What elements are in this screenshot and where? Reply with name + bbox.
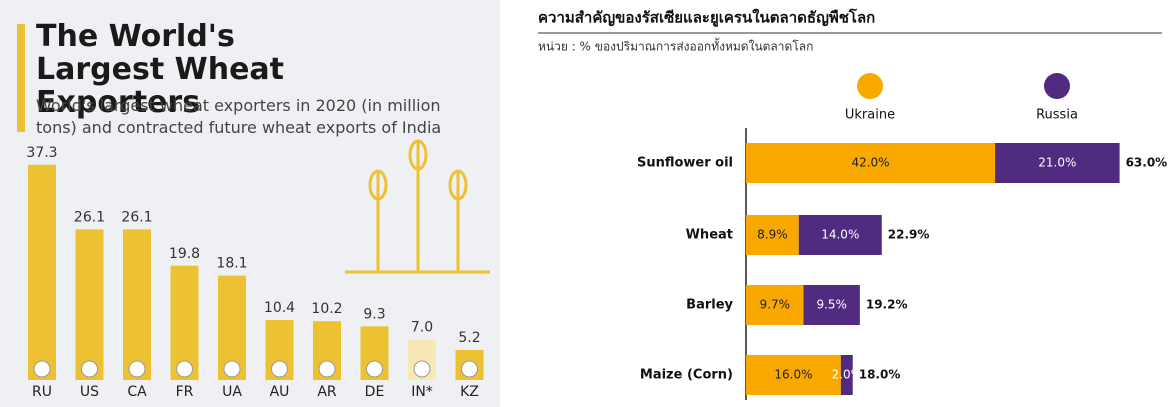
bar	[123, 229, 151, 380]
value-label: 26.1	[74, 209, 105, 225]
total-label: 19.2%	[866, 298, 908, 312]
segment-label: 9.7%	[760, 298, 791, 312]
value-label: 37.3	[26, 145, 57, 161]
segment-label: 21.0%	[1038, 156, 1076, 170]
value-label: 10.4	[264, 300, 295, 316]
segment-label: 2.0%	[832, 368, 863, 382]
value-label: 7.0	[411, 320, 433, 336]
y-tick-label: Wheat	[686, 228, 733, 243]
x-tick-label: US	[80, 384, 99, 400]
legend-label: Russia	[1036, 108, 1078, 123]
total-label: 18.0%	[859, 368, 901, 382]
legend-flag	[857, 73, 883, 99]
value-label: 18.1	[216, 256, 247, 272]
flag	[413, 360, 431, 378]
x-tick-label: UA	[222, 384, 242, 400]
total-label: 22.9%	[888, 228, 930, 242]
flag	[33, 360, 51, 378]
x-tick-label: AU	[270, 384, 290, 400]
value-label: 26.1	[121, 209, 152, 225]
value-label: 10.2	[311, 301, 342, 317]
bar-segment	[746, 215, 799, 255]
segment-label: 9.5%	[816, 298, 847, 312]
flag	[81, 360, 98, 378]
flag	[318, 360, 336, 378]
flag	[176, 360, 193, 378]
legend-flag	[1044, 73, 1070, 99]
flag	[461, 360, 478, 378]
x-tick-label: IN*	[411, 384, 433, 400]
title-accent	[17, 24, 25, 132]
segment-label: 16.0%	[774, 368, 812, 382]
total-label: 63.0%	[1126, 156, 1168, 170]
bar	[28, 164, 56, 380]
value-label: 5.2	[458, 330, 480, 346]
value-label: 19.8	[169, 246, 200, 262]
bar-segment	[840, 355, 853, 395]
segment-label: 8.9%	[757, 228, 788, 242]
left-subtitle: World's largest wheat exporters in 2020 …	[36, 96, 442, 137]
wheat-illustration	[345, 139, 490, 274]
bar-segment	[995, 143, 1120, 183]
right-title: ความสำคัญของรัสเซียและยูเครนในตลาดธัญพืช…	[538, 8, 875, 28]
x-tick-label: DE	[365, 384, 385, 400]
value-label: 9.3	[363, 306, 385, 322]
x-tick-label: AR	[317, 384, 337, 400]
bar-segment	[746, 355, 841, 395]
left-title: The World's Largest Wheat Exporters	[36, 19, 284, 120]
flag	[128, 360, 146, 378]
bar-segment	[798, 215, 882, 255]
segment-label: 14.0%	[821, 228, 859, 242]
bar	[75, 229, 104, 380]
y-tick-label: Maize (Corn)	[640, 368, 733, 383]
bar-segment	[803, 285, 860, 325]
flag	[223, 360, 241, 378]
y-tick-label: Barley	[686, 298, 733, 313]
x-tick-label: KZ	[460, 384, 479, 400]
x-tick-label: RU	[32, 384, 52, 400]
bar-segment	[746, 285, 804, 325]
bar-segment	[746, 143, 996, 183]
x-tick-label: CA	[127, 384, 147, 400]
flag	[366, 360, 383, 378]
legend-label: Ukraine	[845, 108, 895, 123]
y-tick-label: Sunflower oil	[637, 156, 733, 171]
right-subtitle: หน่วย : % ของปริมาณการส่งออกทั้งหมดในตลา…	[538, 38, 813, 54]
segment-label: 42.0%	[851, 156, 889, 170]
x-tick-label: FR	[176, 384, 194, 400]
flag	[271, 360, 288, 378]
